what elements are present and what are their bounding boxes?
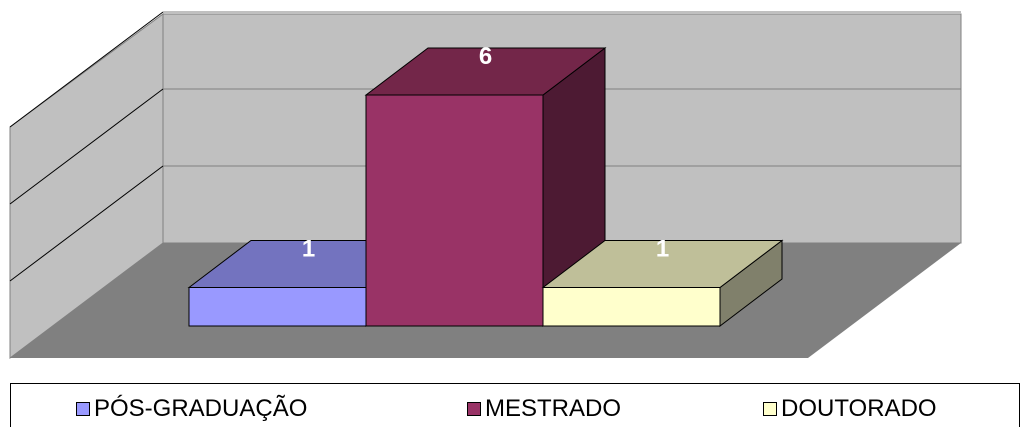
legend-label: PÓS-GRADUAÇÃO [94,395,308,422]
legend-label: DOUTORADO [781,395,937,422]
legend-swatch-mestrado [467,402,481,416]
legend-item-doutorado: DOUTORADO [763,397,937,421]
side-gridline [9,165,164,282]
legend-swatch-pos-graduacao [76,402,90,416]
side-gridline [9,88,164,205]
bar-front [365,94,544,327]
side-gridline [9,11,164,128]
bars [187,46,784,328]
bar-front [542,287,721,327]
legend-item-mestrado: MESTRADO [467,397,621,421]
data-label: 1 [656,236,669,263]
legend-label: MESTRADO [485,395,622,422]
bar-front [188,287,367,327]
bar-3 [541,239,784,328]
data-label: 1 [302,236,315,263]
legend-item-pos-graduacao: PÓS-GRADUAÇÃO [76,397,307,421]
chart-legend: PÓS-GRADUAÇÃO MESTRADO DOUTORADO [10,383,1020,427]
bar-chart: 1 6 1 [9,11,962,360]
legend-swatch-doutorado [763,402,777,416]
data-label: 6 [479,43,492,70]
data-labels: 1 6 1 [302,43,669,263]
